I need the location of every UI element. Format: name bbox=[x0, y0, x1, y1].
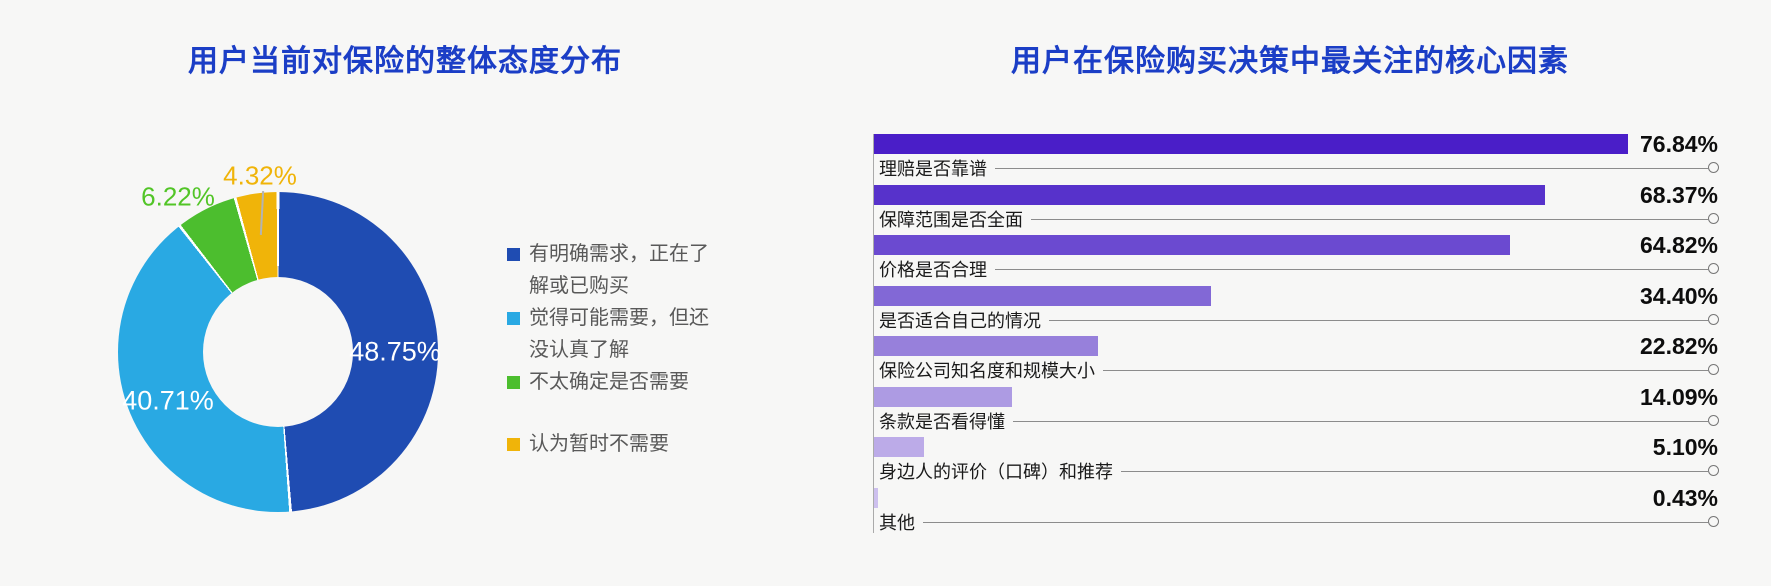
axis-end-circle-icon bbox=[1708, 465, 1719, 476]
bar[interactable] bbox=[874, 286, 1212, 306]
bar-row-word-of-mouth: 身边人的评价（口碑）和推荐 5.10% bbox=[874, 434, 1771, 487]
legend-label: 不太确定是否需要 bbox=[529, 371, 689, 393]
legend-label: 认为暂时不需要 bbox=[529, 433, 669, 455]
bar-value-label: 14.09% bbox=[1639, 384, 1718, 410]
bar-row-company-reputation: 保险公司知名度和规模大小 22.82% bbox=[874, 333, 1771, 386]
bar-value-label: 76.84% bbox=[1639, 131, 1718, 157]
axis-end-circle-icon bbox=[1708, 314, 1719, 325]
bar-value-label: 22.82% bbox=[1639, 333, 1718, 359]
bar-value-label: 5.10% bbox=[1652, 434, 1718, 460]
bar-row-other: 其他 0.43% bbox=[874, 485, 1771, 538]
category-tick-line bbox=[1013, 420, 1708, 422]
bar[interactable] bbox=[874, 387, 1013, 407]
pie-chart-title: 用户当前对保险的整体态度分布 bbox=[188, 45, 622, 78]
category-tick-line bbox=[1049, 319, 1708, 321]
category-tick-line bbox=[923, 521, 1708, 523]
bar-category-label: 身边人的评价（口碑）和推荐 bbox=[879, 462, 1113, 482]
category-tick-line bbox=[995, 167, 1708, 169]
bar-row-price-reasonable: 价格是否合理 64.82% bbox=[874, 232, 1771, 285]
bar-category-label: 保险公司知名度和规模大小 bbox=[879, 361, 1095, 381]
legend-item-definite-need[interactable]: 有明确需求，正在了解或已购买 bbox=[507, 238, 719, 302]
bar-value-label: 0.43% bbox=[1652, 485, 1718, 511]
donut-hole bbox=[203, 277, 353, 427]
bar[interactable] bbox=[874, 185, 1545, 205]
pie-slice-label-definite-need: 48.75% bbox=[349, 336, 441, 367]
legend-item-maybe-need[interactable]: 觉得可能需要，但还没认真了解 bbox=[507, 302, 719, 366]
bar[interactable] bbox=[874, 336, 1098, 356]
legend-label: 觉得可能需要，但还没认真了解 bbox=[529, 307, 709, 361]
pie-slice-label-no-need: 4.32% bbox=[223, 160, 297, 191]
bar[interactable] bbox=[874, 134, 1628, 154]
legend-label: 有明确需求，正在了解或已购买 bbox=[529, 243, 709, 297]
bar-row-coverage-scope: 保障范围是否全面 68.37% bbox=[874, 182, 1771, 235]
legend-swatch-icon bbox=[507, 312, 520, 325]
bar-category-label: 保障范围是否全面 bbox=[879, 210, 1023, 230]
bar-value-label: 68.37% bbox=[1639, 182, 1718, 208]
bar-row-fit-own-situation: 是否适合自己的情况 34.40% bbox=[874, 283, 1771, 336]
bar-value-label: 34.40% bbox=[1639, 283, 1718, 309]
bar-row-terms-understandable: 条款是否看得懂 14.09% bbox=[874, 384, 1771, 437]
bar[interactable] bbox=[874, 437, 925, 457]
legend-swatch-icon bbox=[507, 376, 520, 389]
bar-chart-axis-line bbox=[873, 134, 874, 533]
legend-swatch-icon bbox=[507, 248, 520, 261]
axis-end-circle-icon bbox=[1708, 162, 1719, 173]
category-tick-line bbox=[995, 268, 1708, 270]
pie-slice-label-maybe-need: 40.71% bbox=[122, 385, 214, 416]
axis-end-circle-icon bbox=[1708, 516, 1719, 527]
bar-value-label: 64.82% bbox=[1639, 232, 1718, 258]
category-tick-line bbox=[1103, 369, 1708, 371]
pie-legend: 有明确需求，正在了解或已购买 觉得可能需要，但还没认真了解 不太确定是否需要 认… bbox=[507, 238, 719, 460]
bar-row-claims-reliability: 理赔是否靠谱 76.84% bbox=[874, 131, 1771, 184]
axis-end-circle-icon bbox=[1708, 415, 1719, 426]
bar-category-label: 价格是否合理 bbox=[879, 260, 987, 280]
bar-category-label: 是否适合自己的情况 bbox=[879, 311, 1041, 331]
legend-item-unsure[interactable]: 不太确定是否需要 bbox=[507, 366, 719, 398]
legend-item-no-need[interactable]: 认为暂时不需要 bbox=[507, 428, 719, 460]
category-tick-line bbox=[1121, 470, 1708, 472]
axis-end-circle-icon bbox=[1708, 213, 1719, 224]
axis-end-circle-icon bbox=[1708, 364, 1719, 375]
category-tick-line bbox=[1031, 218, 1708, 220]
axis-end-circle-icon bbox=[1708, 263, 1719, 274]
bar[interactable] bbox=[874, 235, 1510, 255]
bar-chart-title: 用户在保险购买决策中最关注的核心因素 bbox=[1011, 45, 1569, 78]
legend-swatch-icon bbox=[507, 438, 520, 451]
pie-slice-label-unsure: 6.22% bbox=[141, 181, 215, 212]
bar-category-label: 其他 bbox=[879, 513, 915, 533]
bar-category-label: 理赔是否靠谱 bbox=[879, 159, 987, 179]
bar-category-label: 条款是否看得懂 bbox=[879, 412, 1005, 432]
bar[interactable] bbox=[874, 488, 879, 508]
